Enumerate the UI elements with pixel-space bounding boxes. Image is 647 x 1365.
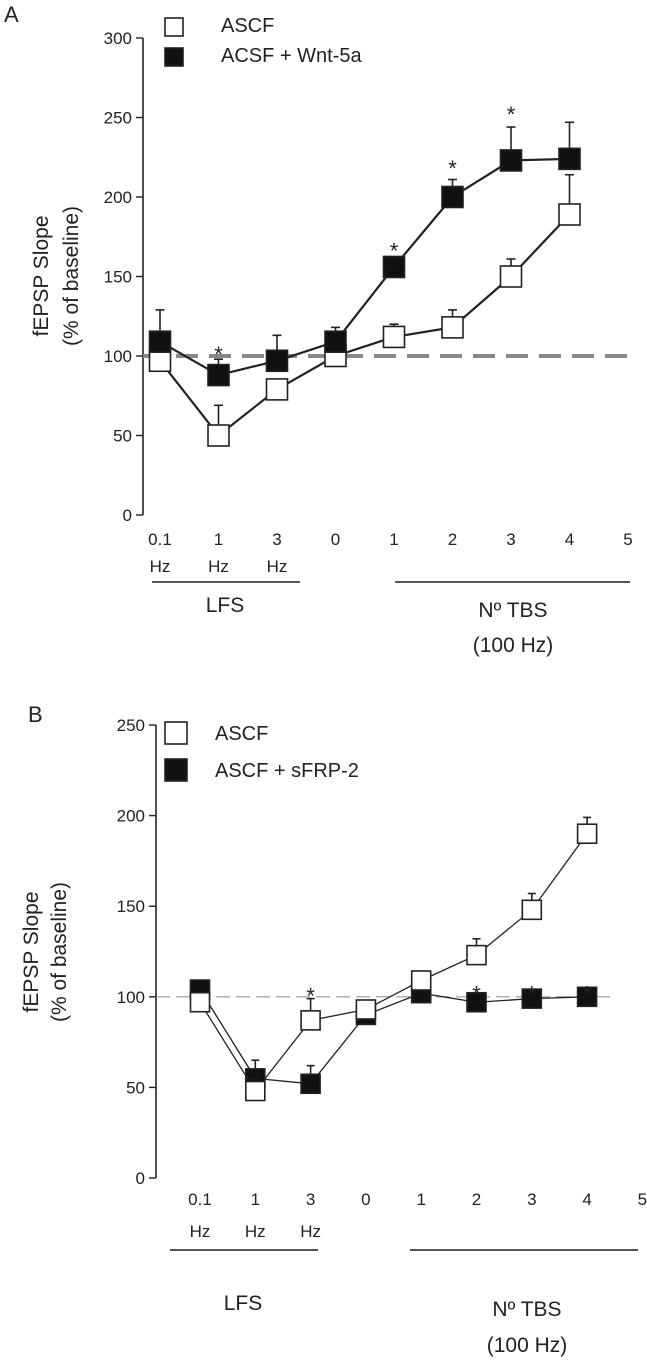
b-series-filled-marker <box>576 986 598 1008</box>
a-y-tick-label: 250 <box>104 109 132 128</box>
b-y-tick-label: 250 <box>117 716 145 735</box>
a-x-tick-label: 1 <box>389 530 398 549</box>
a-series-filled-marker <box>441 185 464 209</box>
a-series-open-marker <box>207 424 230 447</box>
b-series-filled-marker <box>466 991 487 1013</box>
panel-b-label: B <box>28 702 43 727</box>
a-legend-label: ACSF + Wnt-5a <box>221 45 362 67</box>
a-x-tick-label: 0 <box>331 530 340 549</box>
b-x-tick-label: 2 <box>472 1190 481 1209</box>
b-legend-label: ASCF <box>215 723 268 745</box>
b-y-tick-label: 150 <box>117 897 145 916</box>
a-group-label: LFS <box>206 594 245 617</box>
a-y-tick-label: 100 <box>104 347 132 366</box>
a-y-axis-title-1: fEPSP Slope <box>30 215 53 336</box>
b-significance-star: * <box>472 982 481 1007</box>
a-series-filled-marker <box>499 149 523 172</box>
b-series-open-marker <box>521 899 543 921</box>
a-y-tick-label: 50 <box>113 427 132 446</box>
b-y-tick-label: 200 <box>117 807 145 826</box>
a-significance-star: * <box>214 342 223 367</box>
a-series-filled-marker <box>324 330 347 353</box>
b-y-tick-label: 50 <box>126 1078 145 1097</box>
a-significance-star: * <box>507 102 516 127</box>
a-x-tick-label: 0.1 <box>148 530 172 549</box>
b-y-tick-label: 0 <box>136 1169 145 1188</box>
a-y-tick-label: 150 <box>104 268 132 287</box>
a-y-tick-label: 200 <box>104 188 132 207</box>
a-x-tick-label: 4 <box>565 530 574 549</box>
b-series-open-marker <box>576 823 598 845</box>
b-legend-label: ASCF + sFRP-2 <box>215 760 359 782</box>
b-series-open-line <box>199 833 588 1093</box>
b-x-tick-label: 0 <box>361 1190 370 1209</box>
a-series-filled-marker <box>558 147 581 171</box>
b-series-filled-marker <box>300 1073 321 1095</box>
b-significance-star: * <box>528 982 537 1007</box>
b-x-tick-label: 3 <box>306 1190 315 1209</box>
a-series-filled-marker <box>207 363 230 387</box>
b-x-tick-label: 0.1 <box>188 1190 212 1209</box>
a-y-tick-label: 0 <box>123 506 132 525</box>
b-x-tick-label: 4 <box>582 1190 591 1209</box>
a-series-open-line <box>159 213 571 438</box>
b-group-label: (100 Hz) <box>487 1334 568 1357</box>
a-legend-swatch <box>164 47 184 67</box>
b-series-open-marker <box>300 1010 321 1031</box>
a-x-tick-label: 3 <box>506 530 515 549</box>
b-legend-swatch <box>164 721 188 745</box>
b-significance-star: * <box>583 982 592 1007</box>
a-x-tick-label: 3 <box>272 530 281 549</box>
a-significance-star: * <box>448 156 457 181</box>
a-series-filled-marker <box>265 349 289 373</box>
a-group-label: (100 Hz) <box>473 634 554 657</box>
a-x-tick-label: 1 <box>214 530 223 549</box>
b-legend-swatch <box>164 758 188 782</box>
a-x-tick-label: 5 <box>623 530 632 549</box>
a-series-open-marker <box>499 265 523 288</box>
a-x-tick-sublabel: Hz <box>208 557 229 576</box>
a-legend-swatch <box>164 17 184 37</box>
b-y-tick-label: 100 <box>117 988 145 1007</box>
a-series-filled-marker <box>148 330 172 353</box>
a-x-tick-sublabel: Hz <box>267 557 288 576</box>
b-series-filled-marker <box>521 988 543 1009</box>
a-series-open-marker <box>148 349 172 373</box>
a-y-tick-label: 300 <box>104 29 132 48</box>
b-series-open-marker <box>410 970 432 991</box>
b-x-tick-sublabel: Hz <box>190 1222 211 1241</box>
b-group-label: LFS <box>224 1292 263 1315</box>
a-series-open-marker <box>265 378 289 401</box>
b-group-label: Nº TBS <box>492 1298 561 1321</box>
b-x-tick-label: 1 <box>251 1190 260 1209</box>
a-significance-star: * <box>390 239 399 264</box>
b-series-open-marker <box>245 1080 266 1102</box>
a-legend-label: ASCF <box>221 15 274 37</box>
b-x-tick-sublabel: Hz <box>245 1222 266 1241</box>
a-y-axis-title-2: (% of baseline) <box>60 206 83 346</box>
b-x-tick-label: 5 <box>638 1190 647 1209</box>
a-series-open-marker <box>558 203 581 226</box>
a-series-open-marker <box>382 325 406 349</box>
panel-a-label: A <box>4 2 19 27</box>
b-y-axis-title-1: fEPSP Slope <box>20 891 43 1012</box>
a-series-filled-marker <box>382 255 406 279</box>
b-x-tick-label: 3 <box>527 1190 536 1209</box>
b-series-open-marker <box>466 944 487 966</box>
b-x-tick-sublabel: Hz <box>300 1222 321 1241</box>
b-significance-star: * <box>306 984 315 1009</box>
b-series-open-marker <box>355 999 377 1020</box>
b-y-axis-title-2: (% of baseline) <box>48 882 71 1022</box>
a-series-open-marker <box>441 316 464 339</box>
a-group-label: Nº TBS <box>478 599 547 622</box>
b-series-open-marker <box>189 991 211 1013</box>
a-x-tick-sublabel: Hz <box>150 557 171 576</box>
a-x-tick-label: 2 <box>448 530 457 549</box>
b-x-tick-label: 1 <box>416 1190 425 1209</box>
